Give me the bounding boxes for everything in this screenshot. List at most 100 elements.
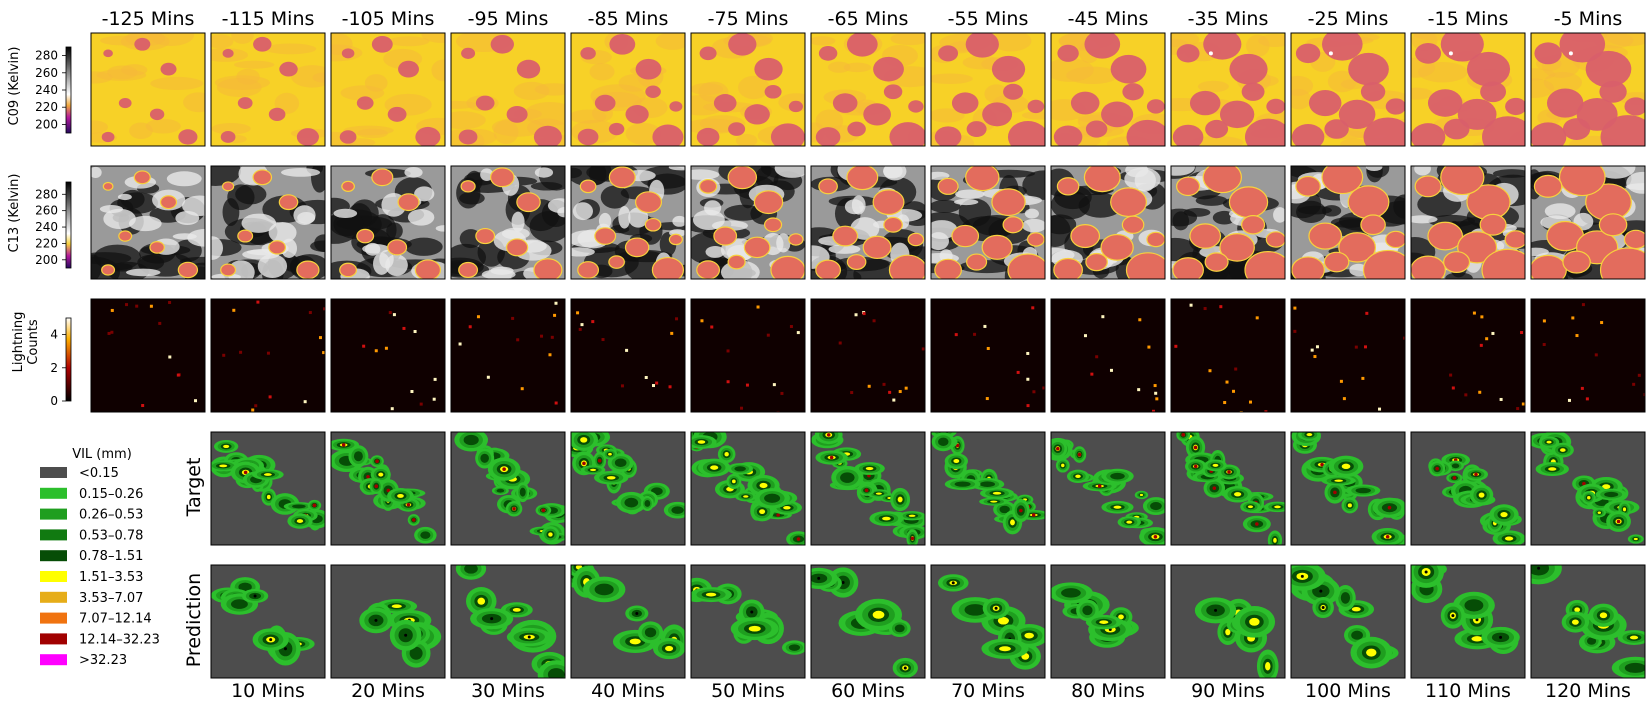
input-time-labels: -125 Mins -115 Mins -105 Mins -95 Mins -85 M…: [102, 8, 1623, 30]
legend-swatch: [40, 571, 67, 582]
target-panel: [211, 432, 325, 545]
lightning-panel: [1291, 299, 1405, 412]
c09-panel: [1531, 33, 1645, 146]
c09-panel: [331, 33, 445, 146]
colorbar-c13: 280 260 240 220 200: [35, 181, 72, 269]
input-time-label: -125 Mins: [102, 8, 195, 30]
panel-frame: [810, 431, 926, 546]
colorbar-lightning: 4 2 0: [50, 317, 72, 408]
panel-frame: [450, 298, 566, 413]
panel-frame: [1290, 298, 1406, 413]
panel-frame: [1050, 32, 1166, 147]
c09-panel: [91, 33, 205, 146]
colorbar-tick-label: 260: [35, 204, 58, 218]
lightning-panel: [691, 299, 805, 412]
colorbar-tick-label: 220: [35, 236, 58, 250]
c09-panel: [571, 33, 685, 146]
colorbar-tick-label: 280: [35, 49, 58, 63]
c13-panel: [1411, 166, 1525, 279]
panel-frame: [90, 32, 206, 147]
c13-panel: [811, 166, 925, 279]
legend-label: >32.23: [79, 653, 127, 668]
colorbar-tick-label: 200: [35, 117, 58, 131]
panel-frame: [1290, 32, 1406, 147]
row-label-target: Target: [183, 458, 205, 518]
lightning-panel: [451, 299, 565, 412]
c13-panel: [211, 166, 325, 279]
panel-frame: [1410, 431, 1526, 546]
target-panel: [571, 432, 685, 545]
colorbar-tick-label: 240: [35, 83, 58, 97]
target-panel: [1291, 432, 1405, 545]
output-time-label: 20 Mins: [351, 680, 425, 702]
input-time-label: -25 Mins: [1308, 8, 1389, 30]
panel-frame: [1290, 431, 1406, 546]
c13-panel: [451, 166, 565, 279]
target-panel: [811, 432, 925, 545]
output-time-label: 60 Mins: [831, 680, 905, 702]
panel-frame: [330, 165, 446, 280]
colorbar-tick-label: 240: [35, 220, 58, 234]
target-panel: [1531, 432, 1645, 545]
panel-frame: [690, 165, 806, 280]
c13-panel: [571, 166, 685, 279]
row-label-lightning-1: Lightning: [11, 312, 26, 373]
panel-frame: [1530, 165, 1646, 280]
c09-panel: [1051, 33, 1165, 146]
panel-frame: [570, 431, 686, 546]
c13-panel: [331, 166, 445, 279]
output-time-labels: 10 Mins 20 Mins 30 Mins 40 Mins 50 Mins 60 Mi…: [231, 680, 1631, 702]
panel-frame: [1170, 298, 1286, 413]
input-time-label: -105 Mins: [342, 8, 435, 30]
panel-frame: [1050, 564, 1166, 679]
panel-frame: [330, 431, 446, 546]
legend-label: 12.14–32.23: [79, 632, 160, 647]
vil-legend: VIL (mm) <0.15 0.15–0.26 0.26–0.53 0.53–0.7…: [40, 447, 160, 668]
panel-frame: [810, 165, 926, 280]
panel-frame: [330, 32, 446, 147]
legend-swatch: [40, 529, 67, 541]
output-time-label: 120 Mins: [1545, 680, 1631, 702]
legend-swatch: [40, 591, 67, 603]
panel-frame: [570, 165, 686, 280]
input-time-label: -15 Mins: [1428, 8, 1509, 30]
c13-panel: [1291, 166, 1405, 279]
panel-frame: [210, 165, 326, 280]
panel-frame: [1170, 32, 1286, 147]
panel-frame: [1530, 431, 1646, 546]
panel-frame: [1170, 165, 1286, 280]
prediction-panel: [811, 565, 925, 678]
prediction-panel: [1531, 565, 1645, 678]
row-label-prediction: Prediction: [183, 573, 205, 667]
input-time-label: -75 Mins: [708, 8, 789, 30]
input-time-label: -35 Mins: [1188, 8, 1269, 30]
input-time-label: -65 Mins: [828, 8, 909, 30]
panel-frame: [1530, 32, 1646, 147]
target-panel: [1411, 432, 1525, 545]
c13-panel: [1531, 166, 1645, 279]
panel-frame: [570, 298, 686, 413]
prediction-panel: [1051, 565, 1165, 678]
target-panel: [931, 432, 1045, 545]
target-panel: [1171, 432, 1285, 545]
row-label-c13: C13 (Kelvin): [7, 174, 22, 253]
panel-frame: [450, 431, 566, 546]
panel-frame: [690, 298, 806, 413]
panel-frame: [330, 298, 446, 413]
c13-panel: [931, 166, 1045, 279]
input-time-label: -55 Mins: [948, 8, 1029, 30]
target-panel: [331, 432, 445, 545]
output-time-label: 50 Mins: [711, 680, 785, 702]
panel-frame: [330, 564, 446, 679]
panel-frame: [930, 298, 1046, 413]
c09-panel: [811, 33, 925, 146]
legend-swatch: [40, 508, 67, 520]
panel-frame: [930, 431, 1046, 546]
input-time-label: -45 Mins: [1068, 8, 1149, 30]
colorbar-tick-label: 220: [35, 100, 58, 114]
panel-frame: [1050, 165, 1166, 280]
colorbar-tick-label: 280: [35, 187, 58, 201]
prediction-panel: [1291, 565, 1405, 678]
panel-frame: [930, 564, 1046, 679]
output-time-label: 80 Mins: [1071, 680, 1145, 702]
